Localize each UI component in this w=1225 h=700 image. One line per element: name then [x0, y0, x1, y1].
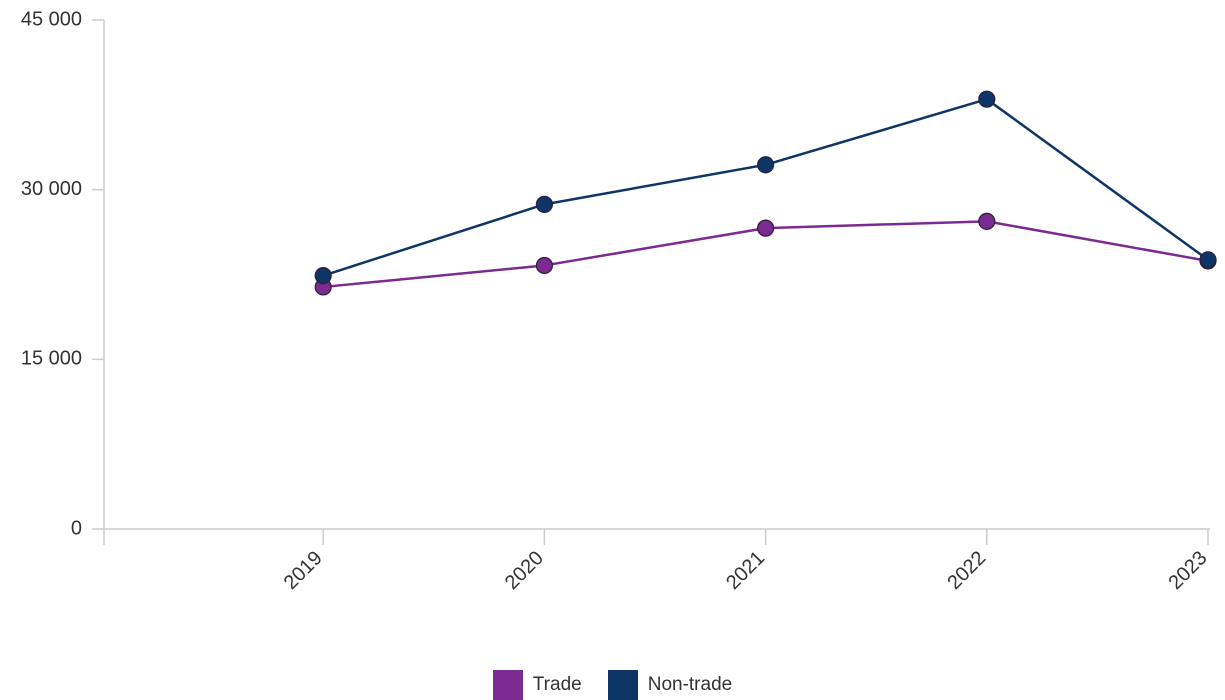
- data-point-non-trade: [535, 195, 554, 213]
- y-tick-label: 30 000: [21, 178, 82, 200]
- x-tick-label: 2022: [943, 547, 990, 594]
- x-tick-label: 2023: [1165, 547, 1212, 594]
- legend-label-non-trade: Non-trade: [647, 674, 733, 695]
- data-point-non-trade: [756, 156, 775, 174]
- data-point-non-trade: [978, 90, 996, 108]
- legend-swatch-trade: [492, 670, 523, 700]
- x-tick-label: 2021: [722, 547, 769, 594]
- y-tick-label: 45 000: [21, 8, 82, 30]
- legend-item-non-trade[interactable]: Non-trade: [607, 670, 733, 700]
- y-tick-label: 0: [71, 517, 82, 539]
- series-line-non-trade: [322, 97, 1209, 277]
- data-point-trade: [978, 212, 996, 230]
- data-point-trade: [756, 219, 775, 237]
- legend-swatch-non-trade: [607, 670, 638, 700]
- series-layer: [314, 90, 1217, 296]
- data-point-trade: [535, 256, 554, 275]
- y-tick-label: 15 000: [21, 348, 82, 370]
- x-tick-label: 2020: [501, 547, 548, 594]
- axes: 0 15 000 30 000 45 000 2019 2020 2021 2022 2023: [21, 8, 1212, 594]
- legend-item-trade[interactable]: Trade: [492, 670, 582, 700]
- x-tick-label: 2019: [280, 547, 327, 594]
- legend-label-trade: Trade: [532, 674, 582, 695]
- legend: Trade Non-trade: [0, 670, 1225, 700]
- data-point-non-trade: [314, 267, 332, 285]
- data-point-non-trade: [1199, 251, 1217, 269]
